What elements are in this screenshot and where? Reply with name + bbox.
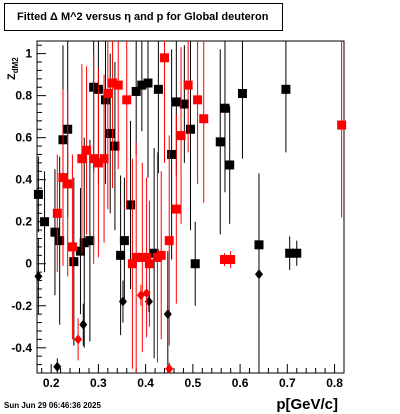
data-point-square	[67, 242, 77, 252]
data-point-diamond	[254, 269, 263, 280]
data-point-square	[100, 95, 110, 105]
data-point-square	[50, 227, 60, 237]
data-points	[33, 41, 347, 374]
data-point-square	[171, 97, 181, 107]
data-point-square	[215, 137, 225, 147]
y-tick-label: 0	[25, 257, 32, 271]
data-point-square	[127, 259, 137, 269]
y-tick-label: 0.6	[15, 131, 32, 145]
data-point-square	[337, 120, 347, 130]
data-point-square	[108, 78, 118, 88]
data-point-square	[79, 238, 89, 248]
data-point-square	[226, 255, 236, 265]
data-point-square	[52, 208, 62, 218]
y-tick-label: 1	[25, 47, 32, 61]
data-point-square	[122, 95, 132, 105]
data-point-square	[220, 103, 230, 113]
data-point-square	[55, 236, 65, 246]
data-point-diamond	[165, 363, 174, 374]
chart-title: Fitted Δ M^2 versus η and p for Global d…	[4, 3, 283, 31]
data-point-square	[93, 158, 103, 168]
data-point-square	[237, 89, 247, 99]
data-point-square	[85, 236, 95, 246]
data-point-square	[156, 250, 166, 260]
data-point-square	[199, 114, 209, 124]
data-point-square	[167, 149, 177, 159]
data-point-diamond	[53, 361, 62, 372]
data-point-square	[105, 128, 115, 138]
data-point-square	[176, 131, 186, 141]
x-tick-label: 0.3	[90, 376, 107, 390]
x-tick-label: 0.5	[185, 376, 202, 390]
data-point-diamond	[34, 271, 43, 282]
x-tick-label: 0.6	[232, 376, 249, 390]
axes: 0.2 0.3 0.4 0.5 0.6 0.7 0.8 -0.4 -0.2 0 0.2 0.4 0.6 0…	[11, 44, 345, 390]
data-point-square	[69, 257, 79, 267]
x-tick-label: 0.2	[43, 376, 60, 390]
y-tick-label: -0.4	[11, 341, 32, 355]
data-point-square	[143, 78, 153, 88]
data-point-square	[142, 252, 152, 262]
data-point-square	[183, 80, 193, 90]
data-point-square	[77, 154, 87, 164]
data-point-square	[164, 236, 174, 246]
data-point-square	[110, 141, 120, 151]
data-point-square	[58, 173, 68, 183]
data-point-square	[220, 255, 230, 265]
data-point-diamond	[74, 334, 83, 345]
timestamp: Sun Jun 29 06:46:36 2025	[4, 401, 101, 410]
data-point-square	[193, 95, 203, 105]
data-point-square	[119, 236, 129, 246]
y-tick-label: 0.2	[15, 215, 32, 229]
data-point-square	[33, 189, 43, 199]
data-point-square	[82, 145, 92, 155]
data-point-square	[179, 99, 189, 109]
data-point-square	[126, 200, 136, 210]
data-point-diamond	[142, 288, 151, 299]
data-point-square	[292, 248, 302, 258]
x-tick-label: 0.8	[326, 376, 343, 390]
data-point-square	[89, 154, 99, 164]
data-point-square	[137, 80, 147, 90]
data-point-square	[103, 89, 113, 99]
data-point-square	[40, 217, 50, 227]
data-point-square	[186, 124, 195, 134]
y-tick-label: 0.4	[15, 173, 32, 187]
data-point-square	[116, 250, 126, 260]
data-point-square	[281, 84, 291, 94]
data-point-square	[144, 259, 154, 269]
data-point-square	[131, 252, 141, 262]
data-point-square	[113, 80, 123, 90]
y-axis-label: ZdM2	[6, 57, 21, 80]
data-point-square	[160, 53, 170, 63]
data-point-square	[285, 248, 295, 258]
data-point-square	[225, 160, 235, 170]
x-tick-label: 0.4	[137, 376, 154, 390]
data-point-square	[75, 246, 85, 256]
data-point-square	[99, 154, 109, 164]
data-point-diamond	[118, 296, 127, 307]
data-point-square	[131, 86, 141, 96]
data-point-diamond	[79, 319, 88, 330]
data-point-square	[190, 259, 200, 269]
y-tick-label: -0.2	[11, 299, 32, 313]
x-axis-label: p[GeV/c]	[276, 396, 338, 413]
data-point-square	[171, 204, 181, 214]
data-point-square	[153, 84, 163, 94]
data-point-square	[63, 179, 73, 189]
x-tick-label: 0.7	[279, 376, 296, 390]
data-point-diamond	[163, 309, 172, 320]
y-tick-label: 0.8	[15, 89, 32, 103]
